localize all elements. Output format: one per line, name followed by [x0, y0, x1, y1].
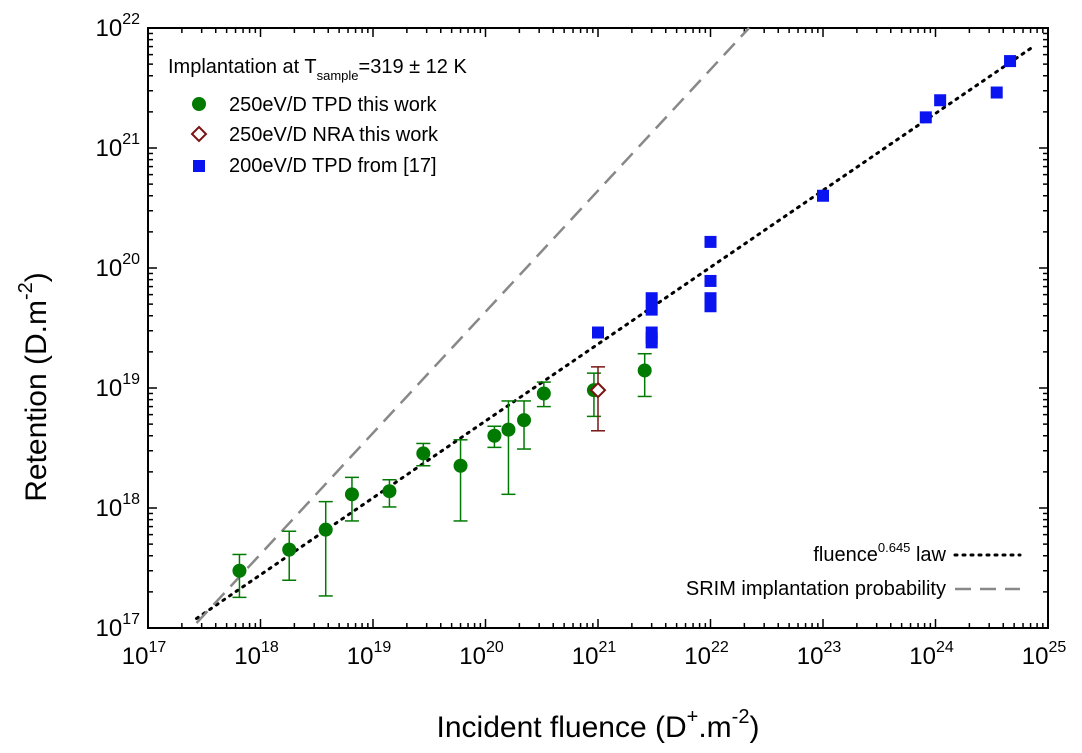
data-point-tpd-this-work [382, 484, 397, 499]
tick-labels: 1017 1018 1019 1020 1021 1022 1023 1024 1025 1017… [96, 11, 1067, 670]
legend-label-nra-this-work: 250eV/D NRA this work [229, 124, 439, 146]
data-point-tpd-ref17 [1004, 55, 1017, 68]
x-tick-label: 1025 [1022, 639, 1067, 670]
data-point-tpd-ref17 [817, 189, 829, 202]
x-tick-label: 1019 [347, 639, 392, 670]
x-tick-label: 1024 [909, 639, 954, 670]
data-point-tpd-this-work [232, 563, 247, 578]
data-markers [232, 55, 1017, 578]
data-point-tpd-this-work [637, 363, 652, 378]
legend-annotation: Implantation at Tsample=319 ± 12 K [168, 56, 467, 83]
y-tick-label: 1020 [96, 251, 141, 282]
legend-label-srim: SRIM implantation probability [686, 578, 946, 600]
legend-top: Implantation at Tsample=319 ± 12 K 250eV… [168, 56, 467, 177]
x-tick-label: 1020 [459, 639, 504, 670]
data-point-tpd-this-work [318, 522, 333, 537]
legend-label-tpd-ref17: 200eV/D TPD from [17] [229, 155, 437, 177]
data-point-tpd-this-work [501, 422, 516, 437]
x-tick-label: 1017 [122, 639, 167, 670]
data-point-tpd-ref17 [704, 274, 717, 287]
y-axis-title: Retention (D.m-2) [15, 272, 53, 502]
data-point-tpd-ref17 [645, 303, 658, 316]
data-point-tpd-ref17 [704, 300, 717, 313]
y-tick-label: 1018 [96, 491, 141, 522]
data-point-tpd-ref17 [645, 336, 658, 349]
legend-label-fluence-law: fluence0.645 law [813, 540, 946, 566]
data-point-tpd-ref17 [934, 94, 947, 107]
data-point-tpd-ref17 [592, 326, 604, 339]
data-point-tpd-this-work [517, 413, 532, 428]
data-point-nra-this-work [589, 381, 607, 399]
legend-marker-tpd-this-work [192, 97, 206, 111]
fit-lines [195, 27, 1033, 624]
legend-bottom: fluence0.645 law SRIM implantation proba… [686, 540, 1022, 600]
x-axis-title: Incident fluence (D+.m-2) [437, 706, 760, 744]
x-tick-label: 1021 [572, 639, 617, 670]
data-point-tpd-this-work [416, 446, 431, 461]
data-point-tpd-this-work [453, 458, 468, 473]
legend-marker-tpd-ref17 [193, 160, 205, 172]
legend-label-tpd-this-work: 250eV/D TPD this work [229, 94, 437, 116]
data-point-tpd-this-work [536, 386, 551, 401]
axes [147, 27, 1049, 629]
data-point-tpd-this-work [282, 542, 297, 557]
data-point-tpd-ref17 [990, 86, 1003, 99]
srim-line [195, 27, 750, 624]
data-point-tpd-ref17 [645, 292, 658, 305]
data-point-tpd-ref17 [919, 111, 932, 124]
data-point-tpd-this-work [487, 428, 502, 443]
y-tick-label: 1021 [96, 131, 141, 162]
data-point-tpd-ref17 [704, 235, 717, 248]
data-point-tpd-this-work [344, 487, 359, 502]
x-tick-label: 1023 [797, 639, 842, 670]
fluence-law-line [195, 46, 1033, 620]
y-tick-label: 1017 [96, 611, 141, 642]
x-tick-label: 1018 [234, 639, 279, 670]
error-bars [232, 352, 652, 599]
x-tick-label: 1022 [684, 639, 729, 670]
legend-marker-nra-this-work [190, 125, 208, 143]
y-tick-label: 1022 [96, 11, 141, 42]
y-tick-label: 1019 [96, 371, 141, 402]
